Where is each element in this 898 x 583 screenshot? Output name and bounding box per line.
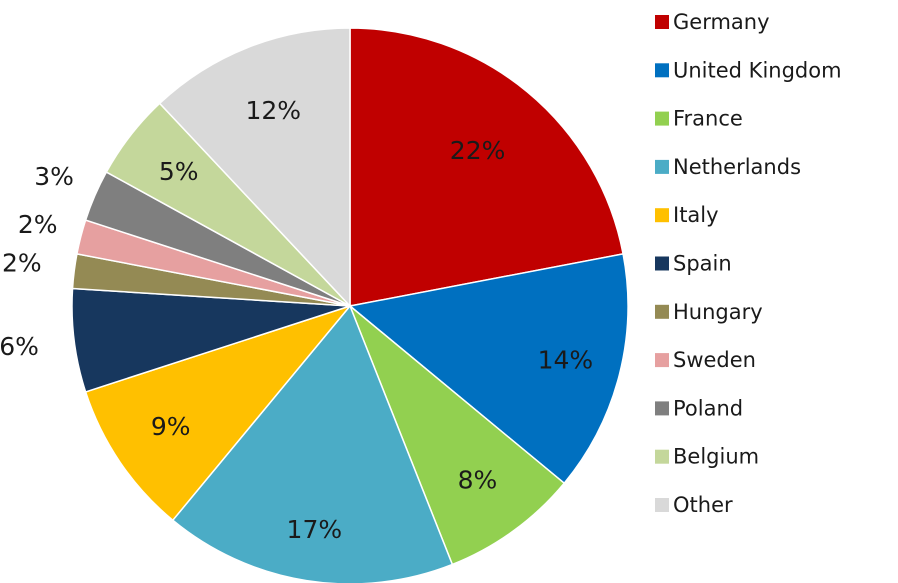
data-label: 5% [159, 157, 199, 186]
legend-label: Netherlands [673, 155, 801, 179]
legend-label: Poland [673, 396, 743, 420]
legend-label: United Kingdom [673, 58, 842, 82]
legend-swatch [655, 449, 669, 464]
legend-swatch [655, 353, 669, 368]
legend-swatch [655, 256, 669, 271]
legend-swatch [655, 159, 669, 174]
pie-slice [349, 27, 624, 307]
legend-label: Other [673, 493, 733, 517]
data-label: 14% [538, 345, 594, 374]
pie-slice [171, 304, 454, 583]
legend-swatch [655, 15, 669, 29]
legend-label: Sweden [673, 348, 756, 372]
data-label: 6% [0, 332, 39, 361]
data-label: 2% [2, 249, 42, 278]
legend-label: Spain [673, 252, 732, 276]
data-label: 17% [287, 515, 343, 544]
pie-slice [348, 253, 629, 485]
pie-slice [84, 304, 353, 522]
legend-label: Italy [673, 203, 719, 227]
legend-label: Hungary [673, 300, 763, 324]
legend-swatch [655, 111, 669, 126]
legend-label: France [673, 107, 743, 131]
data-label: 12% [245, 96, 301, 125]
pie-slice [349, 305, 566, 566]
data-label: 9% [151, 412, 191, 441]
data-label: 22% [450, 136, 506, 165]
data-label: 3% [34, 162, 74, 191]
legend-label: Germany [673, 10, 770, 34]
pie-slice [158, 27, 351, 308]
legend-label: Belgium [673, 445, 759, 469]
legend-swatch [655, 304, 669, 319]
legend-swatch [655, 498, 669, 512]
legend-swatch [655, 63, 669, 78]
legend-swatch [655, 401, 669, 416]
data-label: 2% [18, 210, 58, 239]
legend-swatch [655, 208, 669, 223]
data-label: 8% [458, 465, 498, 494]
